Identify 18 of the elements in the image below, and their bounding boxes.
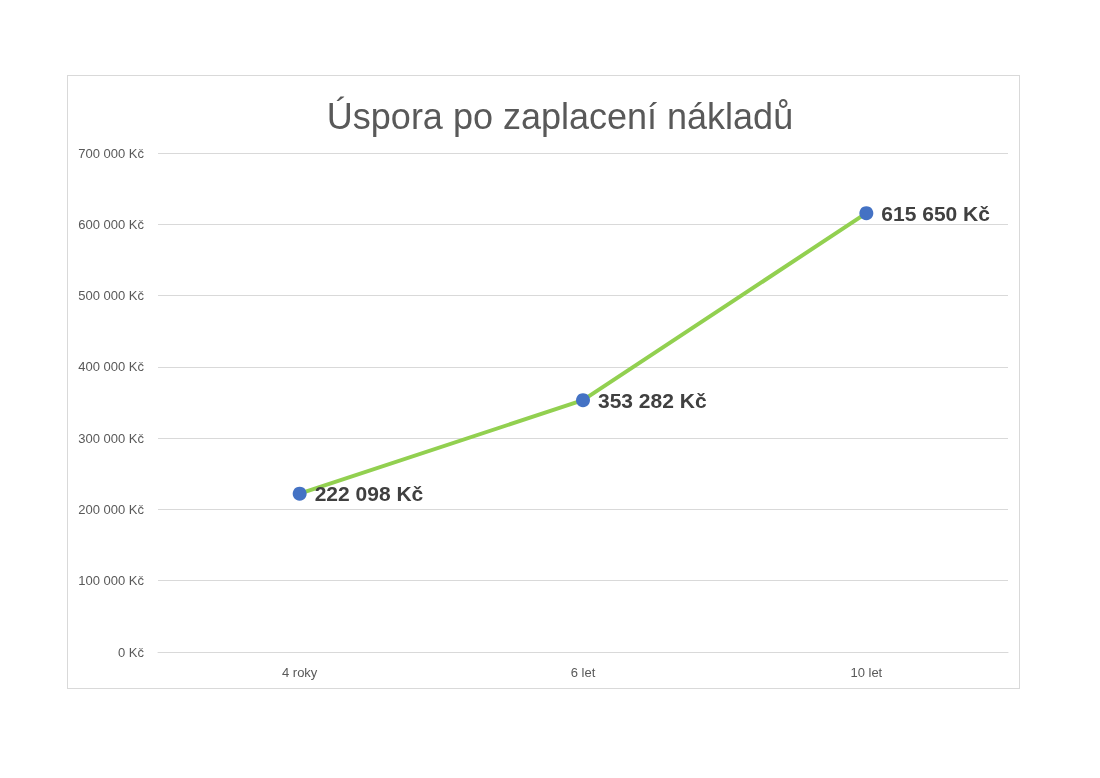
- point: [292, 486, 307, 501]
- data-label: 353 282 Kč: [598, 388, 707, 412]
- y-tick-label: 600 000 Kč: [78, 216, 145, 232]
- y-tick-label: 500 000 Kč: [78, 288, 145, 304]
- data-label: 615 650 Kč: [881, 201, 991, 225]
- y-tick-label: 400 000 Kč: [78, 359, 145, 375]
- y-tick-label: 100 000 Kč: [78, 573, 145, 589]
- y-tick-label: 300 000 Kč: [78, 430, 145, 446]
- y-tick-label: 700 000 Kč: [78, 145, 145, 161]
- point: [859, 206, 874, 221]
- x-tick-label: 6 let: [570, 665, 596, 680]
- chart-title: Úspora po zaplacení nákladů: [326, 95, 794, 137]
- x-tick-label: 10 let: [850, 665, 883, 680]
- y-tick-label: 200 000 Kč: [78, 501, 145, 517]
- point: [576, 393, 590, 408]
- y-tick-label: 0 Kč: [117, 644, 145, 660]
- data-label: 222 098 Kč: [314, 482, 424, 506]
- x-tick-label: 4 roky: [281, 665, 318, 680]
